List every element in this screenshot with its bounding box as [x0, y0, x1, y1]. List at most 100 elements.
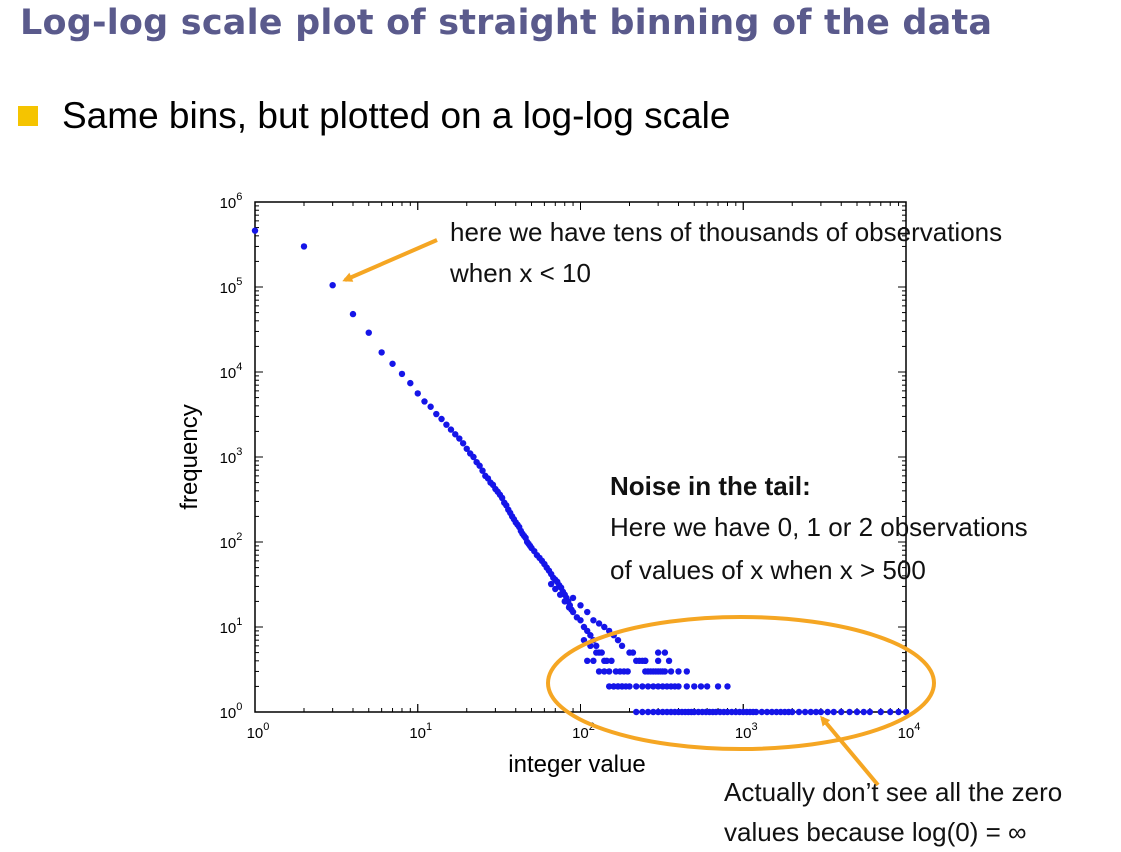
x-tick-label-exponent: 1: [426, 721, 432, 733]
data-point: [601, 623, 608, 631]
annotation-top-line2: when x < 10: [450, 258, 591, 288]
bullet-point: Same bins, but plotted on a log-log scal…: [18, 92, 730, 140]
y-tick-label-base: 10: [220, 195, 237, 212]
annotation-bottom-line1: Actually don’t see all the zero: [724, 777, 1063, 807]
data-point: [650, 708, 657, 716]
data-point: [603, 657, 610, 665]
top-annotation-arrow: [342, 238, 438, 282]
data-point: [703, 683, 711, 690]
data-point: [812, 708, 820, 716]
data-point: [644, 708, 652, 716]
data-point: [661, 668, 669, 675]
data-point: [414, 390, 421, 397]
data-point: [608, 657, 615, 665]
data-point: [629, 649, 637, 656]
data-point: [447, 426, 455, 433]
data-point: [626, 683, 633, 690]
y-tick-label-exponent: 5: [236, 276, 242, 288]
y-tick-label: 105: [220, 276, 243, 297]
annotation-noise-line1: Here we have 0, 1 or 2 observations: [610, 512, 1028, 542]
data-point: [598, 649, 605, 656]
data-point: [456, 435, 463, 442]
data-point: [801, 708, 809, 716]
data-point: [349, 310, 357, 318]
y-tick-label: 102: [220, 531, 243, 552]
data-point: [654, 708, 662, 716]
y-tick-label-exponent: 3: [236, 446, 242, 458]
data-point: [902, 708, 910, 716]
data-point: [452, 431, 459, 438]
data-point: [595, 668, 603, 675]
data-point: [877, 708, 884, 716]
axis-ticks: [254, 201, 907, 713]
x-tick-label: 100: [247, 721, 270, 742]
annotation-noise-heading: Noise in the tail:: [610, 471, 811, 501]
data-point: [752, 708, 760, 716]
x-tick-label-exponent: 4: [914, 721, 920, 733]
data-point: [433, 410, 440, 418]
data-point: [697, 683, 705, 690]
x-tick-label-exponent: 3: [752, 721, 758, 733]
data-point: [675, 683, 682, 690]
data-point: [657, 668, 664, 675]
y-tick-label: 104: [220, 361, 243, 382]
data-point: [590, 617, 597, 624]
data-point: [593, 649, 600, 656]
data-point: [661, 649, 669, 656]
y-tick-label: 101: [220, 616, 243, 637]
data-point: [667, 668, 675, 675]
data-point: [639, 708, 646, 716]
data-point: [647, 668, 654, 675]
data-point: [547, 580, 555, 588]
y-tick-label: 106: [220, 191, 243, 212]
data-point: [584, 608, 591, 616]
data-point: [860, 708, 867, 716]
data-point: [652, 668, 659, 675]
data-point: [593, 642, 600, 650]
y-tick-label-exponent: 2: [236, 531, 242, 543]
annotation-top-line1: here we have tens of thousands of observ…: [450, 217, 1003, 247]
data-point: [639, 683, 646, 690]
x-tick-label-base: 10: [898, 725, 915, 742]
y-tick-label-exponent: 1: [236, 616, 242, 628]
x-tick-label-base: 10: [247, 725, 264, 742]
y-tick-label-exponent: 6: [236, 191, 242, 203]
data-point: [654, 649, 662, 656]
data-point: [561, 598, 568, 605]
data-point: [329, 281, 336, 289]
data-point: [427, 403, 434, 410]
data-point: [590, 657, 597, 665]
x-tick-label: 104: [898, 721, 921, 742]
data-point: [683, 683, 691, 690]
data-point: [642, 657, 649, 665]
data-point: [470, 453, 477, 461]
y-tick-label-base: 10: [220, 280, 237, 297]
data-point: [498, 494, 506, 502]
data-point: [887, 708, 894, 716]
x-tick-label-base: 10: [735, 725, 752, 742]
data-point: [633, 683, 640, 690]
data-point: [476, 462, 483, 469]
annotation-noise-line2: of values of x when x > 500: [610, 555, 926, 585]
data-point: [714, 683, 722, 690]
data-point: [683, 668, 691, 675]
data-point: [443, 421, 450, 428]
y-tick-label-exponent: 0: [236, 701, 242, 713]
data-point: [587, 632, 594, 639]
square-bullet-icon: [18, 106, 38, 126]
data-point: [251, 227, 259, 234]
data-point: [817, 708, 825, 716]
data-point: [665, 657, 673, 665]
data-point: [866, 708, 874, 716]
data-point: [830, 708, 837, 716]
data-point: [459, 440, 467, 447]
annotation-bottom-line2: values because log(0) = ∞: [724, 817, 1027, 847]
data-point: [838, 708, 845, 716]
data-point: [605, 683, 613, 690]
data-point: [569, 608, 577, 616]
data-point: [595, 620, 603, 627]
x-tick-label-base: 10: [409, 725, 426, 742]
x-tick-label: 101: [409, 721, 432, 742]
data-point: [577, 617, 584, 624]
